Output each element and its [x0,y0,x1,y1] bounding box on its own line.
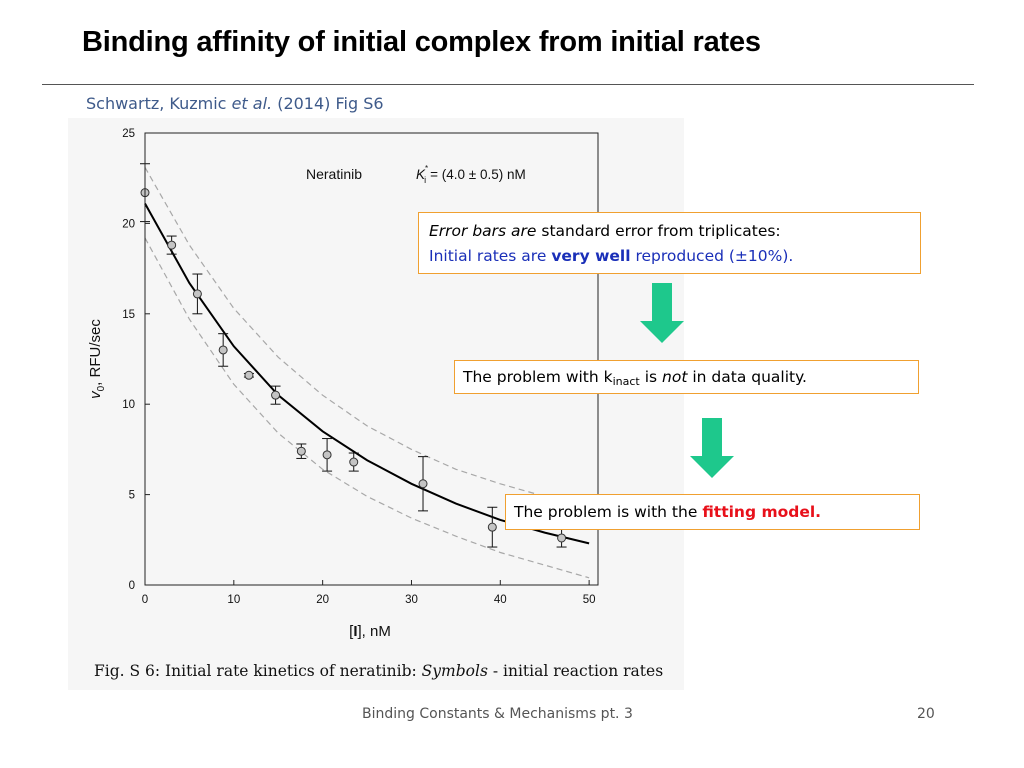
data-point [192,289,202,299]
figure-panel: 0 10 20 30 40 50 0 5 10 15 20 25 [I], nM v0, RFU/se… [68,118,684,690]
callout-1-very-well: very well [551,247,631,265]
confidence-band-lower [144,237,590,579]
callout-3-bold: fitting model. [702,503,822,521]
y-tick-label: 20 [122,218,135,230]
x-tick-label: 10 [227,594,240,606]
y-tick-label: 25 [122,128,135,140]
plot-frame [144,132,599,586]
data-point [167,240,177,250]
callout-kinact: The problem with kinact is not in data q… [454,360,919,394]
confidence-band-upper [144,167,590,508]
y-tick-label: 15 [122,309,135,321]
data-point [271,390,281,400]
page-number: 20 [917,706,935,722]
caption-suffix: - initial reaction rates [487,662,664,680]
x-axis-label-unit: , nM [362,623,391,640]
callout-1-line-2-b: reproduced (±10%). [635,247,794,265]
citation-etal: et al. [231,94,273,113]
y-axis-label-sub: 0 [96,385,107,391]
citation: Schwartz, Kuzmic et al. (2014) Fig S6 [86,94,384,113]
ki-symbol: K [416,167,426,182]
callout-2-a: The problem with k [463,368,613,386]
callout-2-b: is [644,368,658,386]
x-axis-label: [I], nM [349,623,391,640]
data-point [418,479,428,489]
y-axis-label: v0, RFU/sec [87,319,107,399]
data-point [296,446,306,456]
caption-symbols: Symbols [421,662,488,680]
callout-3-a: The problem is with the [514,503,698,521]
callout-error-bars: Error bars are standard error from tripl… [418,212,921,274]
ki-value: = (4.0 ± 0.5) nM [430,167,526,182]
down-arrow-icon [640,283,684,343]
figure-caption: Fig. S 6: Initial rate kinetics of nerat… [94,662,663,680]
callout-1-line-1: Error bars are standard error from tripl… [429,219,910,244]
callout-1-rest: standard error from triplicates: [541,222,781,240]
x-tick-label: 40 [494,594,507,606]
callout-2-sub: inact [612,375,640,388]
ki-sub: i [424,175,426,185]
y-axis-label-unit: , RFU/sec [87,319,104,386]
callout-1-line-2-a: Initial rates are [429,247,547,265]
callout-2-not: not [662,368,688,386]
callout-1-italic: Error bars are [429,222,537,240]
y-axis-label-var: v [87,390,104,399]
y-tick-label: 10 [122,399,135,411]
citation-authors: Schwartz, Kuzmic [86,94,227,113]
ki-annotation: K* i = (4.0 ± 0.5) nM [416,164,526,185]
callout-fitting-model: The problem is with the fitting model. [505,494,920,530]
data-point [349,457,359,467]
x-tick-label: 50 [583,594,596,606]
slide-title: Binding affinity of initial complex from… [82,26,761,58]
callout-2-c: in data quality. [692,368,807,386]
y-tick-label: 0 [129,580,135,592]
data-point [487,522,497,532]
x-tick-label: 20 [316,594,329,606]
caption-prefix: Fig. S 6: Initial rate kinetics of nerat… [94,662,422,680]
data-point [557,533,567,543]
title-divider [42,84,974,85]
ki-sup: * [425,164,428,173]
data-point [322,450,332,460]
y-tick-label: 5 [129,490,135,502]
x-tick-label: 0 [142,594,148,606]
x-axis-label-var: I [353,623,357,640]
footer-text: Binding Constants & Mechanisms pt. 3 [362,706,633,722]
x-tick-label: 30 [405,594,418,606]
callout-1-line-2: Initial rates are very well reproduced (… [429,244,910,269]
data-point [244,370,254,380]
down-arrow-icon-2 [690,418,734,478]
compound-annotation: Neratinib [306,166,362,182]
citation-year-fig: (2014) Fig S6 [277,94,384,113]
data-point [218,345,228,355]
